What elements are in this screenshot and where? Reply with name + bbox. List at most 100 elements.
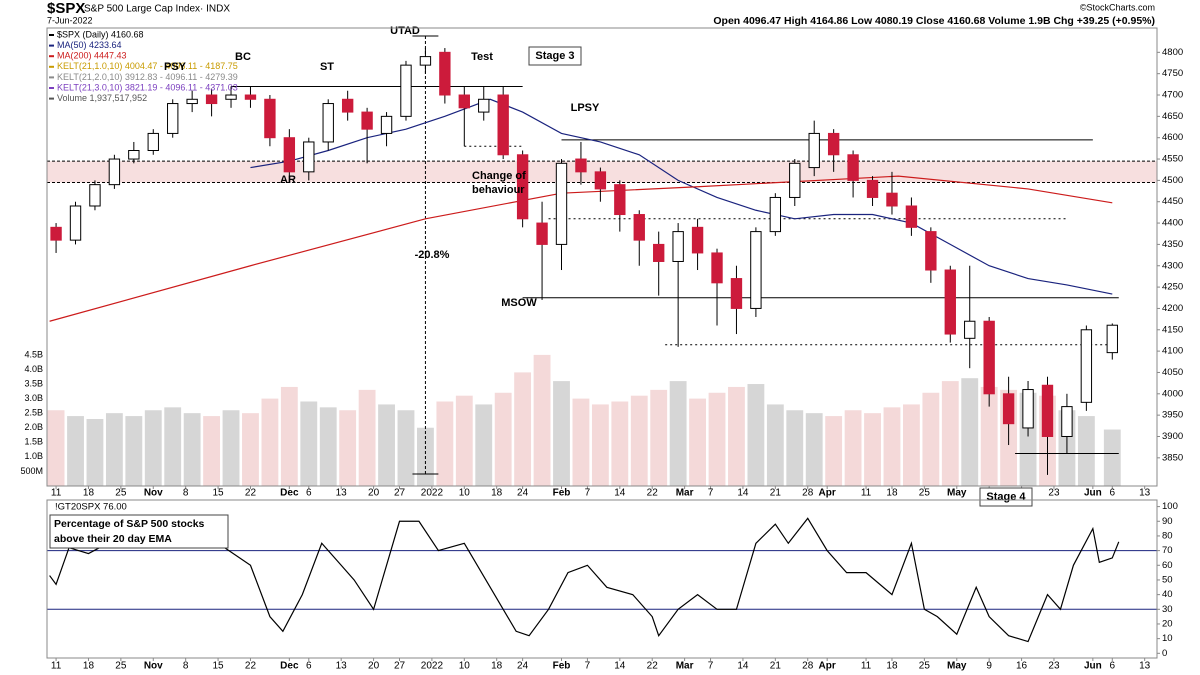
x-tick-label: May [947,488,967,499]
x-tick-label: 28 [802,661,814,672]
indicator-panel: 0 10 20 30 40 50 60 70 80 90 100 !GT20SPX 76.00 Perc… [47,501,1178,659]
volume-bar [902,404,920,486]
candle-body [69,205,82,241]
x-tick-label: 6 [306,488,312,499]
x-tick-label: 14 [614,488,626,499]
legend-swatch [49,87,54,89]
x-tick-label: 22 [647,661,659,672]
x-tick-label: 2022 [421,488,444,499]
annotation: LPSY [571,102,600,114]
legend-label: KELT(21,3.0,10) 3821.19 - 4096.11 - 4371… [57,82,238,92]
volume-bar [358,389,376,486]
x-tick-label: 15 [213,661,225,672]
volume-bar [300,401,318,486]
volume-bar [105,413,123,486]
x-tick-label: 9 [986,661,992,672]
symbol-name: S&P 500 Large Cap Index· INDX [84,4,230,15]
volume-tick-label: 1.0B [24,451,43,461]
moving-average [250,98,1113,295]
candle-body [478,98,490,113]
y-tick-label: 4800 [1162,47,1183,58]
legend-swatch [49,65,54,68]
volume-tick-label: 1.5B [24,437,43,447]
candle-body [186,98,198,105]
y-tick-label: 4450 [1162,196,1183,207]
symbol: $SPX [47,0,85,17]
y-tick-label: 30 [1162,604,1173,615]
candle-body [789,162,801,198]
candle-body [866,179,879,198]
volume-bar [611,401,629,486]
candle-body [108,158,121,186]
volume-bar [728,386,745,486]
y-tick-label: 10 [1162,633,1173,644]
candle-body [1061,406,1073,437]
legend-swatch [49,55,54,58]
y-tick-label: 80 [1162,530,1173,541]
x-tick-label: 22 [647,488,659,499]
candle-body [1080,329,1093,403]
legend-label: $SPX (Daily) 4160.68 [57,29,144,39]
price-panel: 500M 1.0B 1.5B 2.0B 2.5B 3.0B 3.5B 4.0B 4.5B 3850… [20,25,1183,672]
volume-bar [144,410,162,486]
candle-body [167,103,179,134]
x-tick-label: 7 [708,488,714,499]
candle-body [730,278,743,309]
y-tick-label: 4300 [1162,260,1183,271]
volume-bar [339,410,357,486]
candle-body [614,184,626,216]
legend-label: Volume 1,937,517,952 [57,93,147,103]
volume-bar [455,395,473,486]
x-tick-label: 6 [1110,488,1116,499]
x-tick-label: 24 [517,488,529,499]
volume-bar [261,398,279,486]
volume-tick-label: 2.5B [24,408,43,418]
x-tick-label: Feb [553,661,571,672]
candle-body [711,252,723,284]
volume-bar [1077,416,1095,486]
candle-body [964,320,976,339]
candle-body [691,226,704,254]
x-tick-label: 18 [491,488,503,499]
volume-bar [397,410,415,486]
volume-bar [242,413,259,486]
x-tick-label: 13 [336,661,348,672]
volume-bar [708,392,726,486]
annotation: Change of [472,170,526,182]
volume-bar [864,413,881,486]
x-tick-label: 25 [919,488,931,499]
candle-body [264,98,276,139]
indicator-title: !GT20SPX 76.00 [55,502,127,513]
x-tick-label: 7 [585,661,591,672]
y-tick-label: 3850 [1162,452,1183,463]
legend-swatch [49,34,54,36]
x-tick-label: 20 [368,488,380,499]
annotation-box [979,487,1033,507]
volume-bar [941,381,959,486]
volume-bar [591,404,609,486]
volume-bar [766,404,784,486]
volume-bar [203,416,221,486]
y-tick-label: 4650 [1162,111,1183,122]
volume-bar [378,404,395,486]
volume-bar [1103,429,1121,486]
volume-tick-label: 4.5B [24,349,43,359]
candle-body [516,154,529,220]
candle-body [847,154,859,181]
y-tick-label: 70 [1162,545,1173,556]
x-tick-label: 18 [83,488,95,499]
x-tick-label: 11 [861,661,872,672]
y-tick-label: 4400 [1162,218,1183,229]
x-tick-label: Jun [1084,661,1102,672]
candle-body [633,214,645,241]
quote: Open 4096.47 High 4164.86 Low 4080.19 Cl… [713,15,1155,27]
x-tick-label: Feb [553,488,571,499]
x-tick-label: 14 [737,488,749,499]
volume-bar [86,418,104,486]
x-tick-label: 7 [708,661,714,672]
legend-swatch [49,76,54,79]
volume-bar [319,407,337,486]
x-tick-label: Nov [144,488,163,499]
y-tick-label: 3900 [1162,431,1183,442]
x-tick-label: 10 [459,661,471,672]
